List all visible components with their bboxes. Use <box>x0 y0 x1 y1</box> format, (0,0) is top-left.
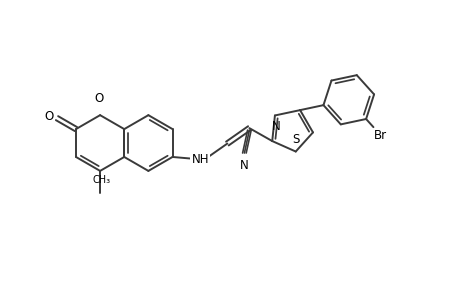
Text: S: S <box>291 133 299 146</box>
Text: O: O <box>94 92 104 105</box>
Text: Br: Br <box>373 129 386 142</box>
Text: NH: NH <box>191 154 209 166</box>
Text: CH₃: CH₃ <box>92 175 110 185</box>
Text: N: N <box>271 120 280 134</box>
Text: N: N <box>240 159 248 172</box>
Text: O: O <box>45 110 54 123</box>
